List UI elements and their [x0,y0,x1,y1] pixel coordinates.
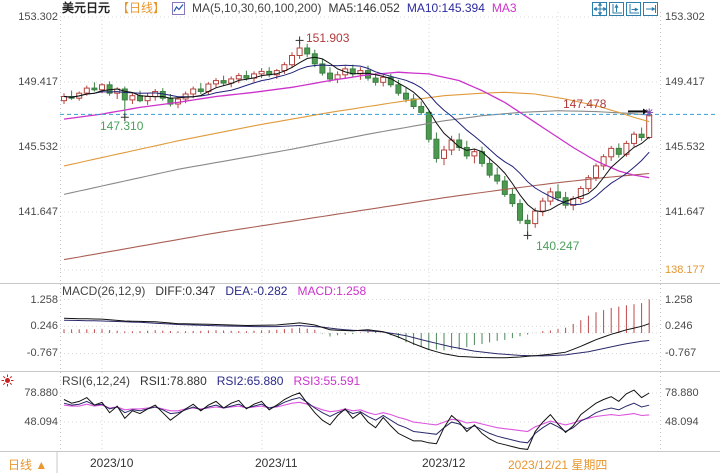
rsi-axis-left-2: 48.094 [24,416,58,428]
macd-axis-left-3: -0.767 [26,347,58,359]
rsi1-value: RSI1:78.880 [140,374,207,388]
candles-layer [61,40,653,236]
main-axis-left-2: 149.417 [18,76,58,88]
main-axis-right-1: 153.302 [665,11,705,23]
macd-axis-right-3: -0.767 [665,347,697,359]
macd-macd-value: MACD:1.258 [297,284,367,298]
main-axis-left-3: 145.532 [18,141,58,153]
axis-zoom-vertical-button[interactable] [609,2,624,16]
marked-low-label: 140.247 [536,239,580,253]
anchor-price-label: 147.310 [100,119,144,133]
chevron-up-icon: ▲ [35,458,48,472]
time-axis-bar: 日线 ▲ 2023/10 2023/11 2023/12 2023/12/21 … [0,452,720,473]
rsi-axis-right-2: 48.094 [665,416,699,428]
main-axis-left-1: 153.302 [18,11,58,23]
rsi-header: RSI(6,12,24) RSI1:78.880 RSI2:65.880 RSI… [62,375,360,388]
ma5-value: MA5:146.052 [328,1,400,15]
macd-axis-left-2: 0.246 [30,320,58,332]
go-to-latest-icon [645,5,656,13]
rsi-axis-left-1: 78.880 [24,387,58,399]
indicator-marker-icon[interactable] [1,374,14,392]
chart-toolbar [592,2,658,16]
rsi-layer [63,389,650,450]
period-tag: 【日线】 [117,1,166,15]
macd-settings-label: MACD(26,12,9) [62,284,146,298]
macd-header: MACD(26,12,9) DIFF:0.347 DEA:-0.282 MACD… [62,285,366,298]
rsi2-value: RSI2:65.880 [216,374,284,388]
period-selector[interactable]: 日线 ▲ [8,458,48,472]
month-label-oct: 2023/10 [90,456,134,470]
crosshair-move-icon [593,3,606,15]
rsi-settings-label: RSI(6,12,24) [62,374,131,388]
main-axis-right-5: 138.177 [665,264,705,276]
ma30-value-truncated: MA3 [491,1,517,15]
main-axis-right-3: 145.532 [665,141,705,153]
chart-type-icon[interactable] [172,1,186,15]
last-price-label: 147.478 [563,97,607,111]
axis-zoom-horizontal-button[interactable] [626,2,641,16]
ma-lines-layer [63,56,650,261]
gridlines-layer [0,12,720,473]
ma-settings-label: MA(5,10,30,60,100,200) [192,1,322,15]
go-to-latest-button[interactable] [643,2,658,16]
macd-axis-right-2: 0.246 [665,320,693,332]
macd-dea-value: DEA:-0.282 [225,284,288,298]
macd-axis-left-1: 1.258 [30,294,58,306]
main-axis-right-2: 149.417 [665,76,705,88]
rsi-axis-right-1: 78.880 [665,387,699,399]
chart-header: 美元日元 【日线】 MA(5,10,30,60,100,200) MA5:146… [62,1,517,15]
month-label-dec: 2023/12 [422,456,466,470]
axis-zoom-vertical-icon [612,3,622,14]
ma10-value: MA10:145.394 [406,1,485,15]
rsi3-value: RSI3:55.591 [293,374,361,388]
month-label-nov: 2023/11 [255,456,298,470]
main-axis-left-4: 141.647 [18,206,58,218]
marked-high-label: 151.903 [306,31,350,45]
current-date-label: 2023/12/21 星期四 [508,458,608,472]
axis-zoom-horizontal-icon [629,4,639,14]
macd-diff-value: DIFF:0.347 [155,284,216,298]
annotations-layer [60,36,716,240]
macd-layer [63,299,650,359]
crosshair-move-button[interactable] [592,2,607,16]
symbol-name: 美元日元 [62,1,111,15]
macd-axis-right-1: 1.258 [665,294,693,306]
main-axis-right-4: 141.647 [665,206,705,218]
